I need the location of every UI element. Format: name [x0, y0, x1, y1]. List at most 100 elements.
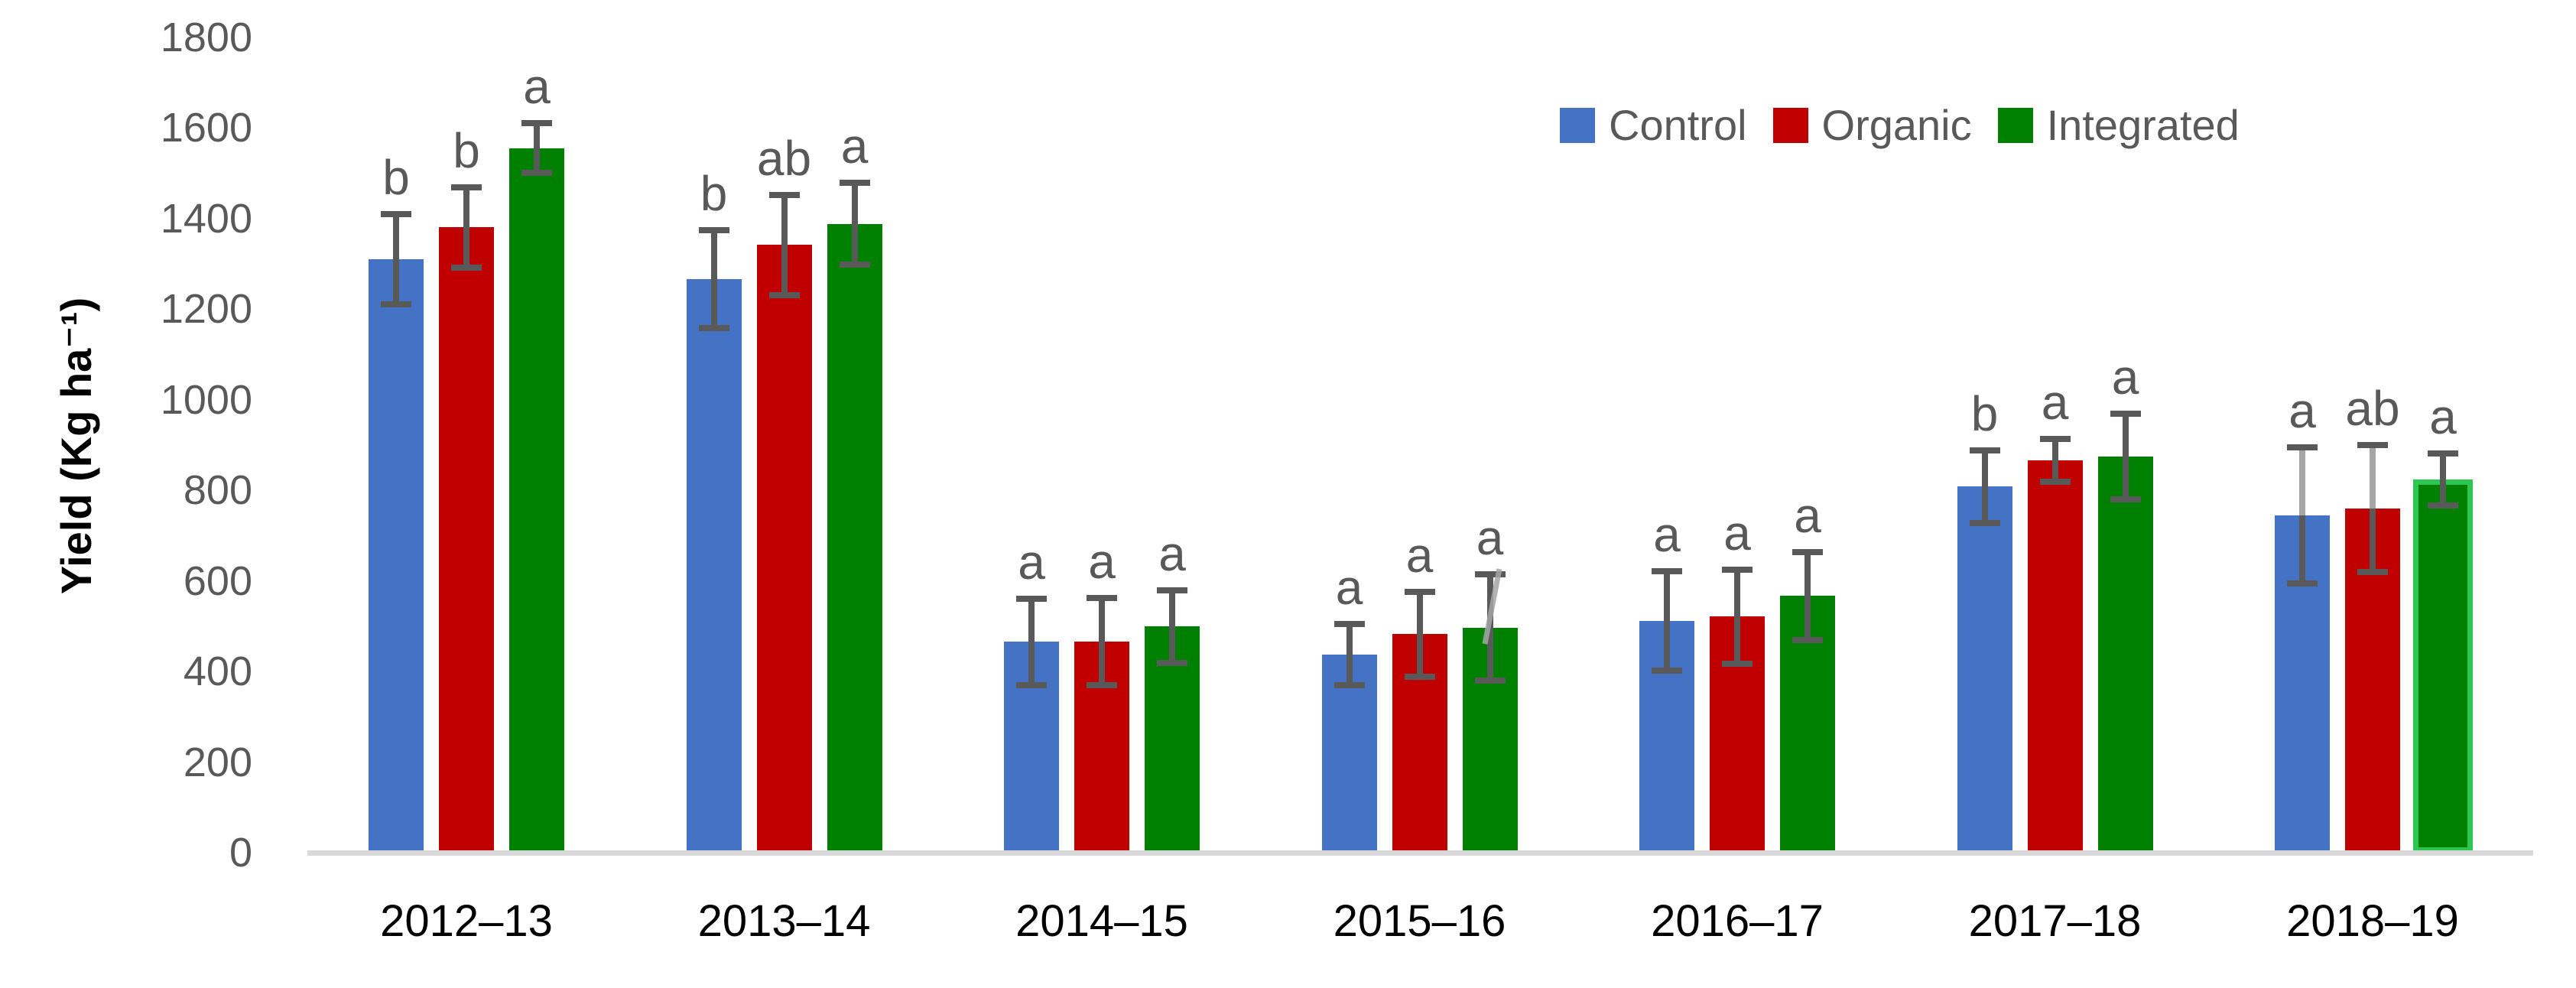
- y-tick-label: 0: [229, 830, 252, 876]
- error-bar-cap-top: [768, 192, 800, 199]
- error-bar-stem: [534, 123, 540, 174]
- legend-item-integrated: Integrated: [1997, 101, 2240, 149]
- x-tick-label: 2012–13: [380, 896, 553, 946]
- error-bar-cap-top: [2110, 410, 2141, 417]
- error-bar-stem: [2299, 515, 2305, 584]
- error-bar-cap-bottom: [1333, 682, 1365, 689]
- bar-organic-5: [2027, 460, 2083, 853]
- error-bar-cap-top: [698, 227, 729, 234]
- error-bar-stem: [393, 213, 399, 305]
- error-bar-cap-bottom: [1404, 673, 1435, 680]
- y-tick-label: 1600: [160, 105, 252, 151]
- significance-letter: a: [1018, 535, 1045, 590]
- y-tick-label: 200: [183, 739, 252, 785]
- error-bar-stem: [1099, 598, 1105, 685]
- legend-swatch-integrated: [1997, 108, 2033, 143]
- bar-control-0: [369, 258, 424, 853]
- error-bar-cap-top: [839, 180, 870, 187]
- error-bar-cap-bottom: [2428, 502, 2458, 509]
- significance-letter: a: [1476, 509, 1504, 565]
- bar-organic-0: [439, 227, 494, 853]
- legend-label-integrated: Integrated: [2046, 101, 2240, 149]
- error-bar-cap-top: [2357, 442, 2388, 449]
- y-tick-label: 1400: [160, 195, 252, 242]
- error-bar-stem: [1346, 623, 1353, 686]
- significance-letter: b: [1970, 385, 1999, 441]
- bar-control-5: [1957, 486, 2012, 853]
- error-bar-cap-bottom: [2110, 496, 2141, 503]
- error-bar-stem: [2370, 509, 2376, 573]
- significance-letter: ab: [756, 131, 812, 187]
- legend-item-organic: Organic: [1772, 101, 1972, 149]
- significance-letter: a: [2289, 383, 2316, 439]
- x-tick-label: 2015–16: [1333, 896, 1506, 946]
- legend-label-organic: Organic: [1821, 101, 1972, 149]
- error-bar-cap-bottom: [1157, 659, 1187, 666]
- error-bar-stem: [1804, 551, 1811, 640]
- error-bar-cap-top: [1404, 589, 1435, 596]
- significance-letter: a: [1653, 507, 1681, 563]
- error-bar-stem: [710, 230, 717, 329]
- bar-control-1: [686, 279, 742, 853]
- error-bar-cap-top: [1969, 447, 2000, 453]
- significance-letter: a: [1405, 528, 1434, 583]
- error-bar-cap-bottom: [1652, 668, 1682, 674]
- legend-swatch-organic: [1772, 108, 1808, 143]
- significance-letter: a: [1158, 525, 1186, 581]
- significance-letter: a: [1723, 505, 1751, 561]
- x-tick-label: 2013–14: [697, 896, 871, 946]
- error-bar-stem: [2299, 447, 2305, 516]
- significance-letter: b: [382, 149, 410, 205]
- error-bar-cap-bottom: [1474, 678, 1506, 684]
- significance-letter: a: [2041, 375, 2069, 431]
- error-bar-cap-top: [1792, 548, 1823, 555]
- error-bar-stem: [2440, 453, 2446, 505]
- significance-letter: b: [453, 122, 480, 178]
- x-tick-label: 2016–17: [1651, 896, 1824, 946]
- y-tick-label: 600: [183, 557, 252, 604]
- error-bar-stem: [1664, 571, 1670, 671]
- error-bar-cap-bottom: [1792, 636, 1823, 643]
- error-bar-stem: [1169, 590, 1175, 663]
- error-bar-stem: [1734, 569, 1740, 664]
- error-bar-cap-bottom: [698, 325, 729, 332]
- significance-letter: a: [1335, 559, 1363, 615]
- error-bar-cap-bottom: [839, 261, 870, 268]
- error-bar-cap-bottom: [381, 301, 411, 308]
- error-bar-cap-bottom: [1087, 681, 1117, 688]
- error-bar-cap-top: [2428, 450, 2458, 457]
- legend-swatch-control: [1560, 108, 1595, 143]
- error-bar-cap-bottom: [2039, 478, 2071, 485]
- error-bar-cap-bottom: [451, 265, 482, 271]
- significance-letter: a: [840, 119, 869, 174]
- error-bar-stem: [2122, 413, 2129, 500]
- legend: Control Organic Integrated: [1560, 104, 2240, 147]
- error-bar-cap-bottom: [1722, 660, 1753, 667]
- error-bar-cap-top: [1652, 568, 1682, 575]
- y-tick-label: 1000: [160, 376, 252, 423]
- error-bar-cap-bottom: [1969, 519, 2000, 526]
- error-bar-cap-top: [1722, 566, 1753, 573]
- error-bar-cap-top: [2039, 436, 2071, 443]
- bar-integrated-6: [2413, 479, 2473, 853]
- error-bar-stem: [851, 183, 858, 265]
- error-bar-cap-top: [1333, 620, 1365, 627]
- x-axis-line: [307, 850, 2533, 856]
- error-bar-stem: [781, 195, 788, 295]
- y-tick-label: 1200: [160, 286, 252, 332]
- error-bar-stem: [1416, 592, 1423, 677]
- error-bar-stem: [2051, 439, 2058, 482]
- significance-letter: a: [523, 59, 551, 115]
- x-tick-label: 2018–19: [2286, 896, 2459, 946]
- error-bar-cap-top: [1157, 587, 1187, 593]
- error-bar-cap-top: [1474, 570, 1506, 577]
- error-bar-cap-bottom: [2287, 580, 2318, 587]
- legend-label-control: Control: [1609, 101, 1747, 149]
- error-bar-stem: [1028, 599, 1035, 685]
- error-bar-cap-top: [1087, 595, 1117, 601]
- error-bar-stem: [1981, 450, 1988, 523]
- error-bar-cap-top: [451, 184, 482, 190]
- error-bar-cap-top: [381, 210, 411, 217]
- error-bar-stem: [463, 187, 469, 268]
